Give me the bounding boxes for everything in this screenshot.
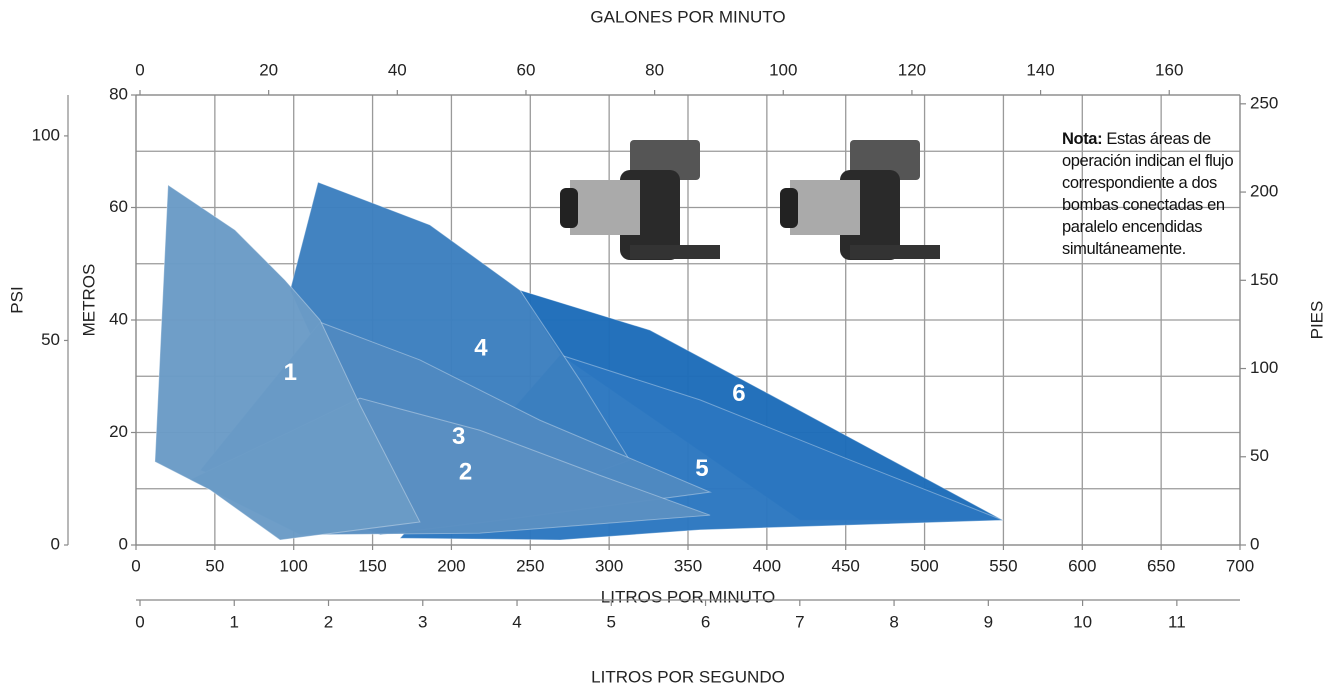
y3-tick-label: 50	[41, 330, 60, 349]
x-tick-label: 350	[674, 556, 702, 575]
y-tick-label: 60	[109, 197, 128, 216]
note-bold: Nota:	[1062, 130, 1103, 148]
x-tick-label: 450	[832, 556, 860, 575]
note: Nota: Estas áreas de operación indican e…	[1062, 128, 1237, 260]
y3-label: PSI	[7, 286, 26, 313]
x-tick-label: 550	[989, 556, 1017, 575]
pump	[560, 140, 720, 260]
x3-tick-label: 9	[984, 612, 993, 631]
x3-tick-label: 4	[512, 612, 521, 631]
area-label: 5	[695, 455, 708, 482]
x2-tick-label: 140	[1026, 60, 1054, 79]
x3-tick-label: 10	[1073, 612, 1092, 631]
pump-images	[560, 140, 940, 260]
x2-tick-label: 20	[259, 60, 278, 79]
y-label: METROS	[79, 264, 98, 337]
area-label: 3	[452, 423, 465, 450]
x-label: LITROS POR MINUTO	[601, 587, 775, 606]
y3-tick-label: 100	[32, 125, 60, 144]
y2-tick-label: 100	[1250, 358, 1278, 377]
y2-tick-label: 50	[1250, 446, 1269, 465]
x3-tick-label: 0	[135, 612, 144, 631]
y-tick-label: 20	[109, 422, 128, 441]
y2-tick-label: 0	[1250, 534, 1259, 553]
area	[154, 184, 421, 541]
x2-tick-label: 40	[388, 60, 407, 79]
x3-tick-label: 1	[230, 612, 239, 631]
x2-tick-label: 0	[135, 60, 144, 79]
x-tick-label: 200	[437, 556, 465, 575]
x2-tick-label: 160	[1155, 60, 1183, 79]
x-tick-label: 0	[131, 556, 140, 575]
x-tick-label: 700	[1226, 556, 1254, 575]
x3-tick-label: 11	[1168, 612, 1186, 631]
x-tick-label: 250	[516, 556, 544, 575]
y2-tick-label: 200	[1250, 182, 1278, 201]
x-tick-label: 600	[1068, 556, 1096, 575]
x-tick-label: 400	[753, 556, 781, 575]
x-tick-label: 500	[910, 556, 938, 575]
x3-tick-label: 2	[324, 612, 333, 631]
x2-tick-label: 80	[645, 60, 664, 79]
x2-tick-label: 120	[898, 60, 926, 79]
x2-label: GALONES POR MINUTO	[590, 7, 785, 26]
y3-tick-label: 0	[51, 534, 60, 553]
y-tick-label: 40	[109, 309, 128, 328]
x-tick-label: 50	[205, 556, 224, 575]
area-label: 1	[284, 359, 297, 386]
x2-tick-label: 60	[517, 60, 536, 79]
x3-tick-label: 7	[795, 612, 804, 631]
x3-tick-label: 5	[607, 612, 616, 631]
y2-tick-label: 150	[1250, 270, 1278, 289]
y-tick-label: 80	[109, 84, 128, 103]
x3-label: LITROS POR SEGUNDO	[591, 667, 785, 686]
y2-label: PIES	[1307, 301, 1326, 340]
x3-tick-label: 8	[889, 612, 898, 631]
area-label: 6	[732, 380, 745, 407]
x-tick-label: 650	[1147, 556, 1175, 575]
x3-tick-label: 3	[418, 612, 427, 631]
y2-tick-label: 250	[1250, 93, 1278, 112]
note-text: Estas áreas de operación indican el fluj…	[1062, 130, 1234, 258]
x-tick-label: 150	[358, 556, 386, 575]
area-label: 4	[474, 335, 488, 362]
y-tick-label: 0	[119, 534, 128, 553]
x-tick-label: 300	[595, 556, 623, 575]
pump	[780, 140, 940, 260]
x3-tick-label: 6	[701, 612, 710, 631]
area-label: 2	[459, 458, 472, 485]
x2-tick-label: 100	[769, 60, 797, 79]
x-tick-label: 100	[280, 556, 308, 575]
